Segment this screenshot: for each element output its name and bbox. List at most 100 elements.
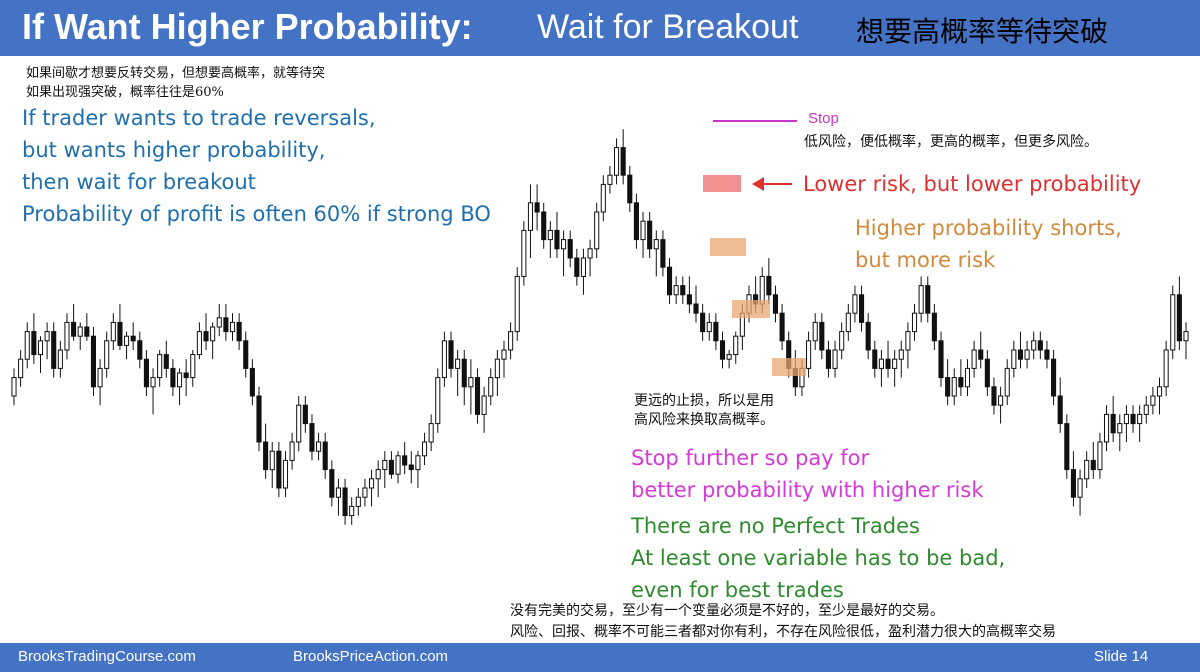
bull-candle — [1123, 413, 1129, 425]
bull-candle — [594, 211, 600, 250]
bear-candle — [243, 340, 249, 369]
bull-candle — [1103, 413, 1110, 443]
bull-candle — [839, 331, 845, 351]
bear-candle — [686, 294, 692, 305]
bear-candle — [183, 372, 189, 379]
bull-candle — [1150, 395, 1156, 406]
bear-candle — [534, 202, 540, 213]
bottom-cn-line: 没有完美的交易，至少有一个变量必须是不好的，至少是最好的交易。 — [510, 603, 944, 619]
bull-candle — [759, 275, 765, 305]
reversal-note-line: but wants higher probability, — [22, 138, 326, 162]
bull-candle — [587, 248, 593, 259]
bull-candle — [1117, 423, 1123, 434]
short-entry-highlight-3 — [772, 358, 806, 376]
footer-bar — [0, 643, 1200, 672]
bull-candle — [104, 340, 110, 369]
bear-candle — [84, 326, 90, 337]
bull-candle — [355, 496, 361, 507]
bear-candle — [865, 321, 871, 351]
bull-candle — [369, 478, 375, 489]
bull-candle — [845, 312, 851, 333]
bear-candle — [263, 441, 269, 471]
slide-title-light: Wait for Breakout — [537, 8, 799, 46]
higher-prob-line: Higher probability shorts, — [855, 216, 1122, 240]
bear-candle — [766, 275, 772, 296]
lower-risk-highlight — [703, 175, 741, 192]
bull-candle — [97, 367, 103, 388]
bear-candle — [647, 220, 653, 250]
bear-candle — [931, 312, 937, 342]
short-entry-highlight-2 — [732, 300, 770, 318]
bull-candle — [547, 229, 553, 241]
bear-candle — [1057, 395, 1063, 425]
bull-candle — [1143, 404, 1149, 415]
bull-candle — [289, 441, 295, 461]
bear-candle — [885, 358, 891, 369]
bull-candle — [673, 285, 679, 296]
bull-candle — [501, 349, 507, 360]
bull-candle — [918, 285, 924, 314]
bull-candle — [607, 174, 613, 185]
higher-prob-note: Higher probability shorts, but more risk — [855, 212, 1122, 276]
bear-candle — [779, 312, 785, 342]
bear-candle — [1037, 340, 1043, 351]
bull-candle — [1011, 349, 1017, 369]
bull-candle — [216, 317, 222, 328]
bear-candle — [1044, 349, 1050, 360]
bear-candle — [666, 266, 673, 296]
bear-candle — [554, 229, 560, 250]
bear-candle — [170, 367, 176, 388]
bull-candle — [44, 331, 50, 342]
bear-candle — [117, 321, 123, 346]
bull-candle — [282, 459, 289, 489]
bear-candle — [236, 321, 242, 342]
candles-group — [11, 129, 1189, 525]
bull-candle — [1156, 386, 1163, 397]
bear-candle — [984, 358, 990, 388]
bear-candle — [925, 285, 931, 314]
bull-candle — [580, 257, 586, 277]
bear-candle — [1070, 469, 1076, 498]
bear-candle — [1051, 358, 1057, 397]
bear-candle — [1017, 349, 1024, 360]
bull-candle — [964, 367, 971, 388]
bull-candle — [706, 321, 712, 333]
bull-candle — [812, 321, 818, 342]
bull-candle — [971, 349, 977, 369]
bull-candle — [468, 377, 474, 388]
bull-candle — [415, 455, 421, 471]
bull-candle — [726, 354, 732, 360]
bear-candle — [309, 423, 315, 452]
bear-candle — [713, 321, 719, 342]
bull-candle — [124, 335, 130, 346]
bull-candle — [806, 340, 812, 369]
bull-candle — [852, 294, 858, 314]
bear-candle — [474, 377, 481, 415]
bull-candle — [157, 354, 163, 379]
bull-candle — [349, 505, 355, 517]
bear-candle — [945, 377, 951, 397]
top-left-cn: 如果间歇才想要反转交易，但想要高概率，就等待突 如果出现强突破，概率往往是60% — [26, 64, 325, 102]
reversal-note-line: If trader wants to trade reversals, — [22, 106, 376, 130]
bull-candle — [951, 377, 957, 397]
bear-candle — [772, 294, 779, 314]
no-perfect-line: At least one variable has to be bad, — [631, 546, 1006, 570]
no-perfect-line: even for best trades — [631, 578, 844, 602]
bear-candle — [342, 487, 348, 517]
bull-candle — [421, 441, 428, 457]
bear-candle — [819, 321, 825, 351]
bull-candle — [1137, 413, 1143, 425]
bull-candle — [210, 326, 216, 342]
bottom-cn-note: 没有完美的交易，至少有一个变量必须是不好的，至少是最好的交易。 风险、回报、概率… — [510, 601, 1056, 643]
further-stop-cn-line: 更远的止损，所以是用 — [634, 393, 774, 409]
bull-candle — [395, 455, 401, 475]
bull-candle — [176, 372, 183, 388]
no-perfect-note: There are no Perfect Trades At least one… — [631, 510, 1005, 606]
bull-candle — [1097, 441, 1103, 471]
annotation-overlays — [703, 120, 806, 376]
bull-candle — [911, 312, 918, 333]
bear-candle — [1064, 423, 1070, 471]
bull-candle — [229, 321, 236, 333]
bull-candle — [57, 349, 63, 369]
bull-candle — [488, 377, 494, 397]
